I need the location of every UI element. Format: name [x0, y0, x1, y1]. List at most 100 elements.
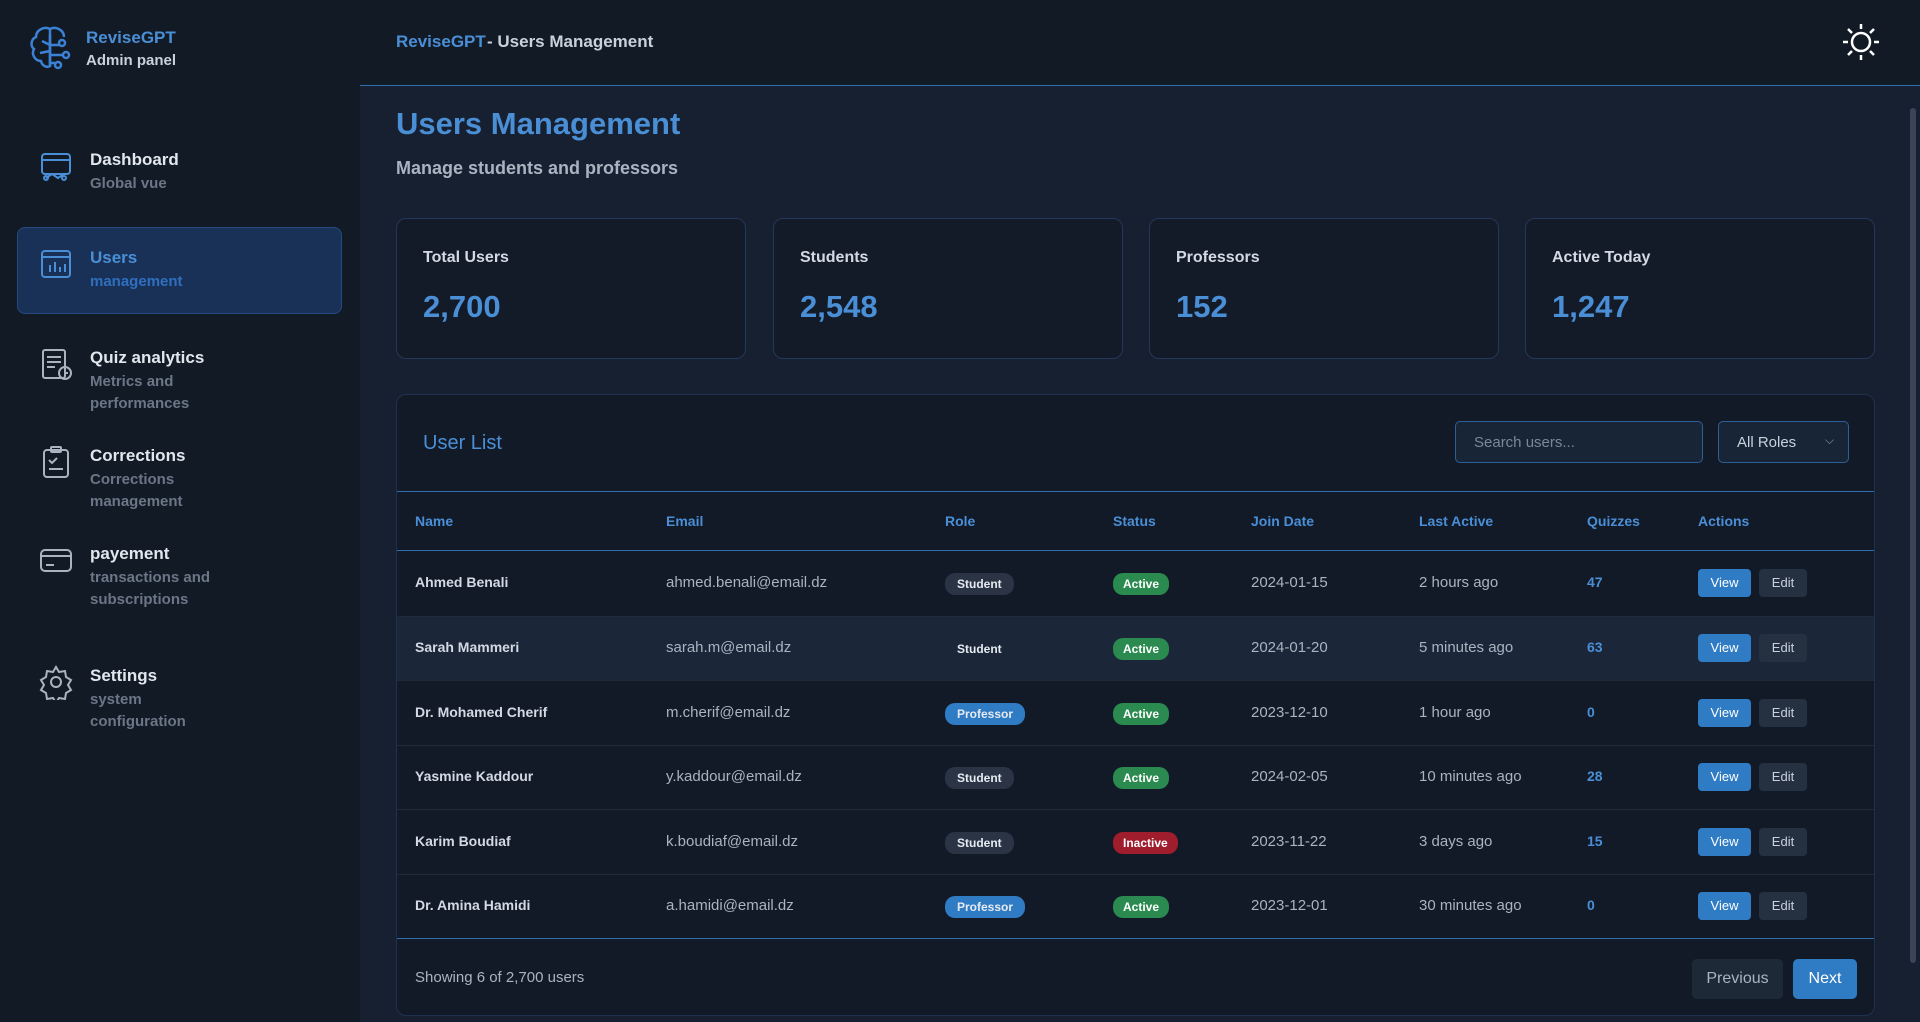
logo-icon — [30, 26, 71, 70]
edit-button[interactable]: Edit — [1759, 892, 1807, 921]
quiz-count: 0 — [1587, 703, 1595, 720]
role-badge: Student — [945, 573, 1014, 596]
last-active: 10 minutes ago — [1419, 768, 1522, 786]
stat-value: 1,247 — [1552, 289, 1630, 324]
nav-label[interactable]: payement — [90, 544, 170, 563]
user-email: a.hamidi@email.dz — [666, 897, 794, 915]
row-divider — [397, 615, 1874, 617]
user-email: y.kaddour@email.dz — [666, 768, 802, 786]
status-badge: Active — [1113, 896, 1170, 919]
nav-icon[interactable] — [38, 444, 74, 480]
join-date: 2024-01-20 — [1251, 638, 1328, 656]
last-active: 5 minutes ago — [1419, 638, 1514, 656]
column-header[interactable]: Last Active — [1419, 513, 1494, 529]
quiz-count: 47 — [1587, 574, 1603, 591]
nav-sublabel[interactable]: management — [90, 273, 183, 290]
role-badge: Professor — [945, 702, 1026, 725]
role-badge: Student — [945, 831, 1014, 854]
edit-button[interactable]: Edit — [1759, 698, 1807, 727]
pagination-info: Showing 6 of 2,700 users — [415, 969, 585, 986]
view-button[interactable]: View — [1698, 633, 1751, 662]
edit-button[interactable]: Edit — [1759, 633, 1807, 662]
user-name: Dr. Amina Hamidi — [415, 897, 531, 914]
quiz-count: 15 — [1587, 832, 1603, 849]
next-button[interactable]: Next — [1793, 959, 1857, 999]
column-header[interactable]: Quizzes — [1587, 513, 1640, 529]
nav-icon[interactable] — [38, 346, 74, 382]
edit-button[interactable]: Edit — [1759, 569, 1807, 598]
brand-subtitle: Admin panel — [86, 52, 177, 69]
join-date: 2024-02-05 — [1251, 768, 1328, 786]
nav-sublabel[interactable]: Metrics and performances — [90, 373, 190, 412]
join-date: 2023-12-01 — [1251, 897, 1328, 915]
table-footer-border — [397, 938, 1874, 939]
stat-card: Total Users 2,700 — [396, 218, 746, 359]
stat-card: Active Today 1,247 — [1525, 218, 1875, 359]
table-header-border — [397, 550, 1874, 551]
row-divider — [397, 744, 1874, 746]
user-name: Karim Boudiaf — [415, 832, 511, 849]
stat-label: Active Today — [1552, 249, 1651, 266]
nav-icon[interactable] — [38, 664, 74, 700]
status-badge: Active — [1113, 767, 1170, 790]
view-button[interactable]: View — [1698, 827, 1751, 856]
column-header[interactable]: Email — [666, 513, 704, 529]
user-email: m.cherif@email.dz — [666, 703, 791, 721]
stat-card: Students 2,548 — [773, 218, 1123, 359]
user-name: Dr. Mohamed Cherif — [415, 703, 548, 720]
row-divider — [397, 809, 1874, 811]
nav-icon[interactable] — [38, 542, 74, 578]
nav-sublabel[interactable]: transactions and subscriptions — [90, 569, 211, 608]
view-button[interactable]: View — [1698, 892, 1751, 921]
join-date: 2024-01-15 — [1251, 574, 1328, 592]
column-header[interactable]: Name — [415, 513, 454, 529]
stat-label: Total Users — [423, 249, 509, 266]
user-email: sarah.m@email.dz — [666, 638, 792, 656]
scrollbar[interactable] — [1910, 108, 1916, 963]
nav-label[interactable]: Dashboard — [90, 150, 179, 169]
nav-label[interactable]: Settings — [90, 666, 158, 685]
nav-sublabel[interactable]: Corrections management — [90, 471, 183, 510]
role-badge: Professor — [945, 896, 1026, 919]
nav-icon[interactable] — [38, 246, 74, 282]
view-button[interactable]: View — [1698, 569, 1751, 598]
column-header[interactable]: Join Date — [1251, 513, 1315, 529]
view-button[interactable]: View — [1698, 763, 1751, 792]
column-header[interactable]: Role — [945, 513, 976, 529]
header-brand: ReviseGPT — [396, 32, 486, 51]
stat-value: 2,700 — [423, 289, 501, 324]
previous-button[interactable]: Previous — [1692, 959, 1783, 999]
user-email: k.boudiaf@email.dz — [666, 832, 798, 850]
column-header[interactable]: Status — [1113, 513, 1156, 529]
sidebar — [0, 0, 360, 1022]
user-name: Yasmine Kaddour — [415, 768, 534, 785]
header-title: - Users Management — [487, 32, 654, 51]
view-button[interactable]: View — [1698, 698, 1751, 727]
nav-label[interactable]: Users — [90, 248, 138, 267]
dropdown-caret[interactable]: ⌵ — [1825, 433, 1835, 447]
row-divider — [397, 680, 1874, 682]
nav-label[interactable]: Corrections — [90, 446, 186, 465]
role-filter[interactable]: All Roles ⌵ — [1718, 421, 1849, 463]
role-badge: Student — [957, 641, 1002, 656]
nav-label[interactable]: Quiz analytics — [90, 348, 205, 367]
row-divider — [397, 874, 1874, 875]
stat-value: 2,548 — [800, 289, 878, 324]
nav-sublabel[interactable]: Global vue — [90, 175, 167, 192]
quiz-count: 28 — [1587, 768, 1603, 785]
stat-label: Students — [800, 249, 869, 266]
top-bar — [360, 0, 1920, 86]
edit-button[interactable]: Edit — [1759, 827, 1807, 856]
table-header-border — [397, 491, 1874, 492]
nav-icon[interactable] — [38, 148, 74, 184]
last-active: 30 minutes ago — [1419, 897, 1522, 915]
theme-toggle[interactable] — [1841, 22, 1881, 62]
search-input[interactable]: Search users... — [1455, 421, 1703, 463]
last-active: 1 hour ago — [1419, 703, 1491, 721]
edit-button[interactable]: Edit — [1759, 763, 1807, 792]
status-badge: Active — [1113, 637, 1170, 660]
nav-sublabel[interactable]: system configuration — [90, 691, 186, 730]
page-subtitle: Manage students and professors — [396, 158, 679, 178]
nav-item-active-bg[interactable] — [17, 227, 342, 314]
